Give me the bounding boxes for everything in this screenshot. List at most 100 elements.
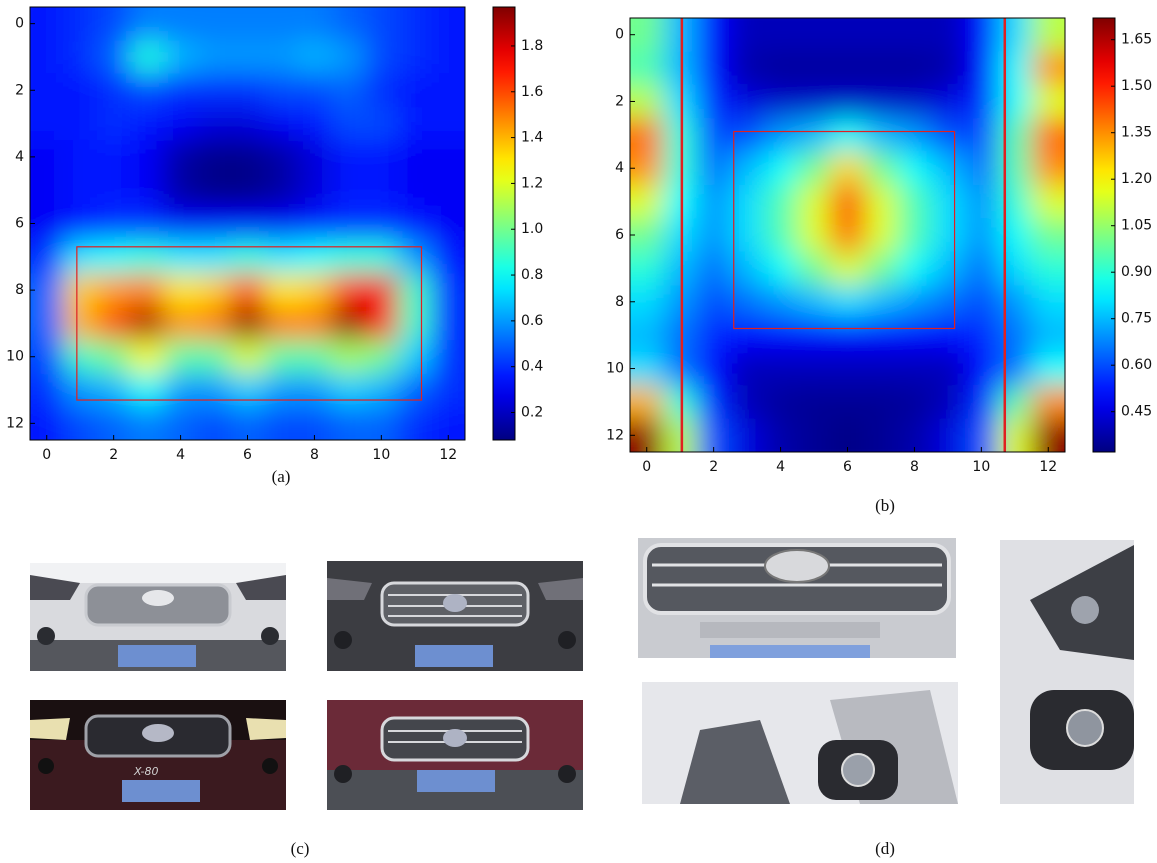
heatmap-cell bbox=[931, 385, 965, 419]
colorbar-tick-label: 0.6 bbox=[521, 313, 543, 329]
heatmap-cell bbox=[63, 207, 97, 241]
x-tick-label: 6 bbox=[843, 459, 852, 475]
heatmap-cell bbox=[797, 118, 831, 152]
y-tick-label: 8 bbox=[15, 282, 24, 298]
heatmap-cell bbox=[365, 307, 399, 341]
heatmap-cell bbox=[298, 0, 332, 41]
heatmap-cell bbox=[63, 107, 97, 141]
colorbar-tick-label: 0.8 bbox=[521, 267, 543, 283]
heatmap-cell bbox=[365, 174, 399, 208]
heatmap-cell bbox=[931, 0, 965, 52]
heatmap-cell bbox=[1032, 118, 1096, 152]
heatmap-cell bbox=[1032, 185, 1096, 219]
heatmap-cell bbox=[965, 118, 999, 152]
heatmap-cell bbox=[97, 373, 131, 407]
heatmap-cell bbox=[298, 140, 332, 174]
y-tick-label: 0 bbox=[615, 27, 624, 43]
heatmap-cell bbox=[331, 340, 365, 374]
heatmap-cell bbox=[831, 252, 865, 286]
heatmap-cell bbox=[764, 352, 798, 386]
heatmap-cell bbox=[663, 318, 697, 352]
colorbar-tick-label: 1.0 bbox=[521, 221, 543, 237]
heatmap-cell bbox=[63, 0, 97, 41]
heatmap-cell bbox=[797, 419, 831, 483]
photo-d2 bbox=[642, 682, 958, 804]
heatmap-cell bbox=[264, 373, 298, 407]
heatmap-cell bbox=[797, 385, 831, 419]
x-tick-label: 2 bbox=[709, 459, 718, 475]
heatmap-cell bbox=[697, 185, 731, 219]
heatmap-cell bbox=[197, 140, 231, 174]
page: X-80 (a) (b) (c) (d) 0246 bbox=[0, 0, 1157, 863]
heatmap-cell bbox=[130, 373, 164, 407]
heatmap-cell bbox=[432, 207, 496, 241]
heatmap-cell bbox=[831, 185, 865, 219]
y-tick-label: 4 bbox=[15, 149, 24, 165]
heatmap-cell bbox=[864, 419, 898, 483]
heatmap-cell bbox=[898, 85, 932, 119]
heatmap-cell bbox=[164, 0, 198, 41]
heatmap-cell bbox=[998, 252, 1032, 286]
y-tick-label: 10 bbox=[606, 361, 624, 377]
heatmap-cell bbox=[130, 74, 164, 108]
y-tick-label: 0 bbox=[15, 16, 24, 32]
heatmap-cell bbox=[97, 40, 131, 74]
heatmap-cell bbox=[797, 218, 831, 252]
heatmap-cell bbox=[730, 118, 764, 152]
heatmap-cell bbox=[898, 252, 932, 286]
heatmap-cell bbox=[764, 152, 798, 186]
heatmap-cell bbox=[432, 240, 496, 274]
heatmap-cell bbox=[63, 373, 97, 407]
colorbar-tick-label: 1.20 bbox=[1121, 171, 1152, 187]
heatmap-cell bbox=[864, 285, 898, 319]
heatmap-cell bbox=[764, 218, 798, 252]
colorbar-tick-label: 0.4 bbox=[521, 359, 543, 375]
heatmap-cell bbox=[298, 240, 332, 274]
heatmap-cell bbox=[432, 373, 496, 407]
heatmap-cell bbox=[600, 0, 664, 52]
heatmap-cell bbox=[164, 373, 198, 407]
heatmap-cell bbox=[831, 285, 865, 319]
heatmap-cell bbox=[164, 74, 198, 108]
heatmap-cell bbox=[97, 240, 131, 274]
heatmap-cell bbox=[432, 307, 496, 341]
heatmap-cell bbox=[365, 207, 399, 241]
heatmap-cell bbox=[965, 352, 999, 386]
heatmap-cell bbox=[164, 140, 198, 174]
heatmap-cell bbox=[931, 318, 965, 352]
heatmap-cell bbox=[365, 40, 399, 74]
plot-area bbox=[0, 0, 496, 471]
heatmap-cell bbox=[130, 140, 164, 174]
heatmap-cell bbox=[764, 318, 798, 352]
colorbar-tick-label: 0.75 bbox=[1121, 311, 1152, 327]
heatmap-cell bbox=[432, 40, 496, 74]
x-tick-label: 12 bbox=[439, 447, 457, 463]
heatmap-cell bbox=[164, 307, 198, 341]
heatmap-cell bbox=[600, 252, 664, 286]
heatmap-cell bbox=[600, 185, 664, 219]
x-tick-label: 8 bbox=[310, 447, 319, 463]
heatmap-cell bbox=[831, 0, 865, 52]
heatmap-cell bbox=[97, 273, 131, 307]
heatmap-cell bbox=[730, 252, 764, 286]
heatmap-cell bbox=[1032, 0, 1096, 52]
heatmap-cell bbox=[965, 0, 999, 52]
heatmap-cell bbox=[97, 307, 131, 341]
heatmap-cell bbox=[264, 0, 298, 41]
y-tick-label: 12 bbox=[606, 427, 624, 443]
heatmap-cell bbox=[97, 207, 131, 241]
heatmap-cell bbox=[697, 252, 731, 286]
heatmap-cell bbox=[864, 218, 898, 252]
heatmap-cells bbox=[600, 0, 1096, 483]
heatmap-cell bbox=[365, 340, 399, 374]
heatmap-cell bbox=[663, 51, 697, 85]
heatmap-cell bbox=[730, 85, 764, 119]
heatmap-cell bbox=[931, 285, 965, 319]
x-tick-label: 6 bbox=[243, 447, 252, 463]
caption: (c) bbox=[291, 839, 310, 858]
heatmap-cell bbox=[264, 74, 298, 108]
heatmap-cell bbox=[398, 107, 432, 141]
heatmap-cell bbox=[97, 340, 131, 374]
heatmap-cell bbox=[331, 0, 365, 41]
heatmap-cell bbox=[398, 307, 432, 341]
